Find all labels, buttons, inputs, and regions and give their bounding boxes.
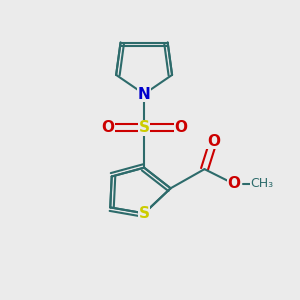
Text: O: O xyxy=(174,120,188,135)
Text: CH₃: CH₃ xyxy=(250,177,274,190)
Text: S: S xyxy=(139,120,150,135)
Text: O: O xyxy=(207,134,220,149)
Text: O: O xyxy=(227,176,240,191)
Text: S: S xyxy=(139,206,150,221)
Text: O: O xyxy=(101,120,114,135)
Text: N: N xyxy=(138,87,151,102)
